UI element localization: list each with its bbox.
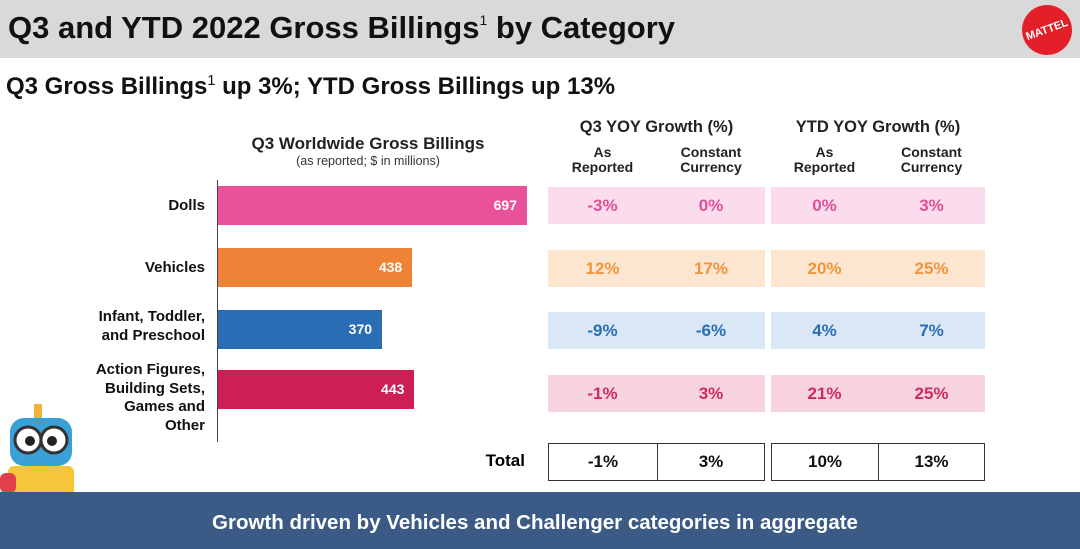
category-label: Vehicles <box>5 259 205 278</box>
growth-cell: 25% <box>878 375 985 412</box>
category-label-line: Infant, Toddler, <box>98 308 205 325</box>
column-header: As Reported <box>548 145 657 175</box>
header-band <box>0 0 1080 58</box>
total-cell: 3% <box>657 443 765 481</box>
column-header-line: As <box>593 144 612 160</box>
chart-title: Q3 Worldwide Gross Billings <box>251 134 485 153</box>
column-header: Constant Currency <box>657 145 765 175</box>
bar-0 <box>218 186 527 225</box>
growth-cell: 21% <box>771 375 879 412</box>
category-label-line: Dolls <box>168 197 205 214</box>
ytd-group-header: YTD YOY Growth (%) <box>795 118 961 136</box>
bar-value-label: 370 <box>348 321 373 337</box>
column-header-line: As <box>815 144 834 160</box>
growth-cell: -3% <box>548 187 658 224</box>
column-header-line: Constant <box>901 144 962 160</box>
category-label-line: Games and <box>124 398 205 415</box>
growth-cell: 12% <box>548 250 658 287</box>
total-cell: 10% <box>771 443 879 481</box>
chart-subtitle: (as reported; $ in millions) <box>296 154 440 168</box>
category-label-line: Other <box>164 416 205 434</box>
slide-title: Q3 and YTD 2022 Gross Billings1 by Categ… <box>8 10 676 45</box>
column-header-line: Reported <box>571 159 634 175</box>
growth-cell: -9% <box>548 312 658 349</box>
bar-3 <box>218 370 415 409</box>
bar-value-label: 697 <box>493 197 517 213</box>
growth-cell: 0% <box>657 187 765 224</box>
chart-axis <box>217 180 218 442</box>
total-label: Total <box>485 451 525 470</box>
category-label: Infant, Toddler, and Preschool <box>5 308 205 345</box>
growth-cell: 0% <box>771 187 879 224</box>
bar-value-label: 438 <box>378 259 403 275</box>
column-header-line: Currency <box>680 159 742 175</box>
column-header-line: Constant <box>680 144 742 160</box>
bar-value-label: 443 <box>381 381 405 397</box>
growth-cell: 4% <box>771 312 879 349</box>
category-label-line: and Preschool <box>101 326 205 344</box>
growth-cell: 20% <box>771 250 879 287</box>
category-label-line: Vehicles <box>144 259 205 276</box>
growth-cell: 25% <box>878 250 985 287</box>
growth-cell: -1% <box>548 375 658 412</box>
column-header-line: Reported <box>793 159 856 175</box>
slide-subtitle: Q3 Gross Billings1 up 3%; YTD Gross Bill… <box>6 73 616 100</box>
bar-1 <box>218 248 413 287</box>
bar-2 <box>218 310 383 349</box>
column-header: Constant Currency <box>878 145 985 175</box>
category-label: Dolls <box>5 197 205 216</box>
category-label: Action Figures, Building Sets, Games and Ot… <box>5 361 205 435</box>
column-header: As Reported <box>771 145 878 175</box>
growth-cell: 17% <box>657 250 765 287</box>
growth-cell: 7% <box>878 312 985 349</box>
total-cell: -1% <box>548 443 658 481</box>
footer-text: Growth driven by Vehicles and Challenger… <box>212 511 858 534</box>
footer-band <box>0 492 1080 549</box>
total-cell: 13% <box>878 443 985 481</box>
category-label-line: Building Sets, <box>104 379 205 397</box>
q3-group-header: Q3 YOY Growth (%) <box>579 118 734 136</box>
growth-cell: 3% <box>657 375 765 412</box>
growth-cell: 3% <box>878 187 985 224</box>
growth-cell: -6% <box>657 312 765 349</box>
column-header-line: Currency <box>900 159 963 175</box>
category-label-line: Action Figures, <box>95 361 205 378</box>
